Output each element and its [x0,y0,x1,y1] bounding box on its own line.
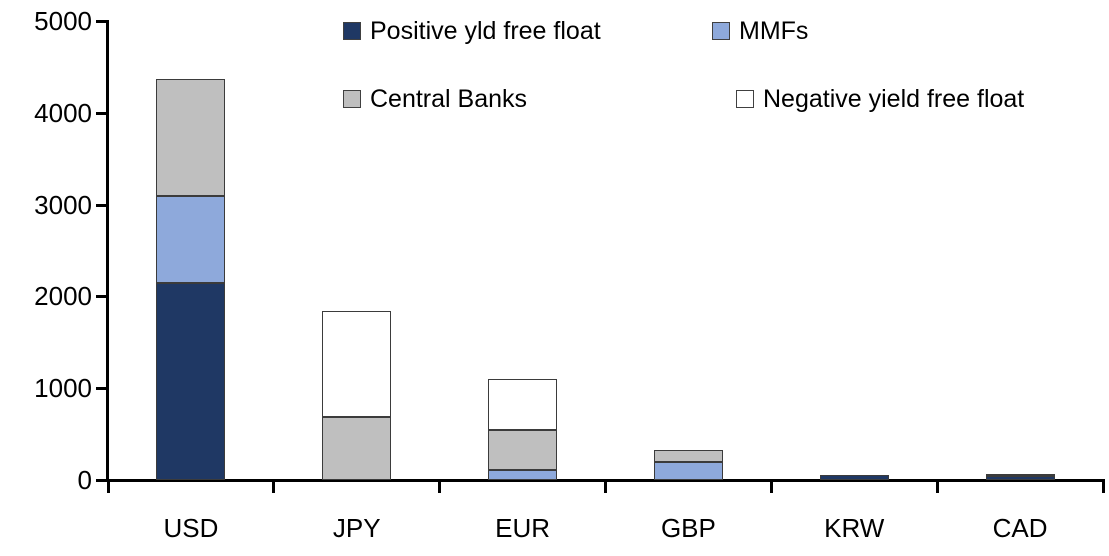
bar-segment-gbp-mmfs [653,461,723,480]
y-axis-tick [96,479,106,482]
bar-segment-eur-mmfs [488,469,558,480]
bar-segment-jpy-negative-yield-free-float [322,311,392,417]
bar-segment-cad-central-banks [985,474,1055,477]
y-tick-label: 0 [77,465,92,495]
y-tick-label: 5000 [34,6,92,36]
y-axis-line [106,20,109,482]
x-axis-tick [438,481,442,493]
x-axis-line [106,479,1105,482]
bar-segment-usd-positive-yld-free-float [156,282,226,480]
y-axis-tick [96,295,106,299]
bar-segment-usd-central-banks [156,78,226,197]
x-axis-tick [272,481,276,493]
legend-label-negative-yield-free-float: Negative yield free float [763,85,1025,113]
bar-segment-cad-positive-yld-free-float [985,476,1055,480]
legend-item-central-banks: Central Banks [343,85,527,113]
bar-segment-eur-central-banks [488,430,558,470]
y-tick-label: 2000 [34,281,92,312]
legend-label-mmfs: MMFs [739,17,809,45]
y-axis-tick [96,203,106,207]
legend-label-central-banks: Central Banks [370,85,528,113]
x-axis-tick [935,481,939,493]
y-tick-label: 1000 [34,373,92,404]
bar-segment-usd-mmfs [156,196,226,283]
x-axis-tick [106,481,110,493]
bar-segment-gbp-central-banks [653,449,723,462]
bar-segment-krw-positive-yld-free-float [819,475,889,480]
y-tick-label: 3000 [34,189,92,220]
x-tick-label: GBP [660,513,716,543]
legend-item-negative-yield-free-float: Negative yield free float [736,85,1024,113]
legend-item-mmfs: MMFs [712,17,808,45]
x-tick-label: CAD [992,513,1048,543]
x-tick-label: EUR [495,513,551,543]
legend-item-positive-yld-free-float: Positive yld free float [343,17,601,45]
legend-swatch-mmfs [712,22,730,40]
legend-label-positive-yld-free-float: Positive yld free float [370,17,601,45]
bar-segment-jpy-central-banks [322,416,392,480]
x-axis-tick [769,481,773,493]
y-tick-label: 4000 [34,97,92,128]
x-tick-label: JPY [332,513,381,543]
legend-swatch-negative-yield-free-float [736,90,754,108]
x-tick-label: USD [163,513,219,543]
legend-swatch-positive-yld-free-float [343,22,361,40]
x-axis-tick [604,481,607,493]
bar-segment-eur-negative-yield-free-float [488,379,558,431]
legend-swatch-central-banks [343,90,361,108]
y-axis-tick [96,111,106,115]
x-axis-tick [1101,481,1105,493]
y-axis-tick [96,387,106,391]
y-axis-tick [96,20,106,23]
x-tick-label: KRW [824,513,885,543]
